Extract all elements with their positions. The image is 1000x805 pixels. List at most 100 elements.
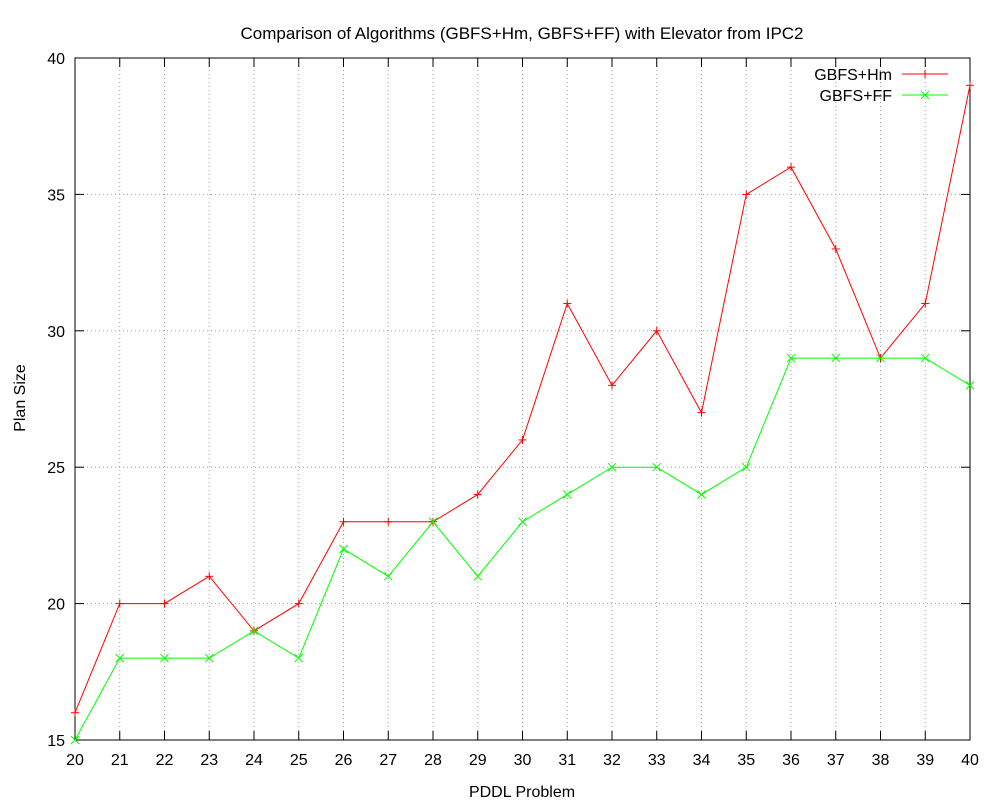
data-point-gbfs-ff-stroke	[204, 653, 214, 663]
data-point-gbfs-hm	[71, 708, 79, 717]
legend-marker-stroke	[920, 90, 930, 100]
x-tick-label: 30	[514, 752, 532, 769]
chart-title: Comparison of Algorithms (GBFS+Hm, GBFS+…	[240, 24, 803, 43]
x-tick-label: 27	[379, 752, 397, 769]
data-point-gbfs-ff	[70, 735, 80, 745]
data-point-gbfs-ff	[965, 381, 975, 390]
data-point-gbfs-ff	[652, 462, 662, 472]
data-point-gbfs-hm	[742, 190, 751, 199]
x-tick-label: 24	[245, 752, 263, 769]
data-point-gbfs-hm	[205, 572, 214, 581]
data-point-gbfs-ff-stroke	[294, 653, 304, 663]
series-group	[70, 81, 975, 745]
x-tick-label: 32	[603, 752, 621, 769]
x-tick-label: 34	[693, 752, 711, 769]
data-point-gbfs-ff	[428, 517, 438, 527]
legend-entry-gbfs-ff: GBFS+FF	[820, 88, 948, 105]
legend-marker	[920, 90, 930, 100]
data-point-gbfs-hm	[339, 517, 348, 526]
data-point-gbfs-ff	[607, 462, 617, 472]
series-gbfs-ff	[70, 353, 975, 745]
data-point-gbfs-hm	[921, 299, 930, 308]
data-point-gbfs-hm	[652, 326, 661, 335]
data-point-gbfs-hm	[115, 599, 124, 608]
data-point-gbfs-ff-stroke	[562, 490, 572, 499]
x-tick-label: 39	[916, 752, 934, 769]
y-tick-label: 40	[47, 51, 65, 68]
data-point-gbfs-ff-stroke	[831, 353, 841, 363]
data-point-gbfs-ff	[920, 353, 930, 363]
x-tick-label: 29	[469, 752, 487, 769]
data-point-gbfs-ff	[786, 353, 796, 363]
legend-label: GBFS+Hm	[814, 67, 892, 84]
data-point-gbfs-ff	[741, 462, 751, 472]
data-point-gbfs-ff-stroke	[249, 626, 259, 636]
x-tick-label: 40	[961, 752, 979, 769]
data-point-gbfs-ff	[383, 571, 393, 581]
data-point-gbfs-ff-stroke	[786, 353, 796, 363]
y-tick-label: 35	[47, 187, 65, 204]
x-tick-label: 25	[290, 752, 308, 769]
data-point-gbfs-ff	[294, 653, 304, 663]
data-point-gbfs-ff-stroke	[607, 462, 617, 472]
data-point-gbfs-ff	[204, 653, 214, 663]
data-point-gbfs-ff	[339, 544, 348, 554]
data-point-gbfs-hm	[966, 81, 974, 90]
data-point-gbfs-hm	[160, 599, 169, 608]
data-point-gbfs-hm	[787, 163, 795, 172]
data-point-gbfs-ff-stroke	[876, 353, 885, 363]
grid-lines	[75, 58, 970, 740]
data-point-gbfs-ff	[876, 353, 885, 363]
x-axis-label: PDDL Problem	[469, 784, 575, 800]
data-point-gbfs-hm	[697, 408, 706, 417]
data-point-gbfs-ff-stroke	[920, 353, 930, 363]
x-tick-label: 21	[111, 752, 129, 769]
data-point-gbfs-ff-stroke	[428, 517, 438, 527]
data-point-gbfs-hm	[384, 517, 393, 526]
x-tick-label: 28	[424, 752, 442, 769]
data-point-gbfs-ff-stroke	[160, 653, 169, 663]
legend-label: GBFS+FF	[820, 88, 893, 105]
data-point-gbfs-ff-stroke	[473, 571, 483, 581]
data-point-gbfs-ff-stroke	[339, 544, 348, 554]
data-point-gbfs-ff-stroke	[383, 571, 393, 581]
data-point-gbfs-hm	[608, 381, 616, 390]
data-point-gbfs-hm	[563, 299, 572, 308]
data-point-gbfs-ff	[115, 653, 125, 663]
data-point-gbfs-hm	[831, 244, 840, 253]
x-tick-label: 20	[66, 752, 84, 769]
data-point-gbfs-ff-stroke	[741, 462, 751, 472]
data-point-gbfs-ff	[831, 353, 841, 363]
legend-marker	[921, 70, 929, 78]
x-tick-label: 35	[737, 752, 755, 769]
data-point-gbfs-hm	[518, 435, 527, 444]
x-tick-label: 23	[200, 752, 218, 769]
y-tick-label: 25	[47, 460, 65, 477]
x-tick-label: 37	[827, 752, 845, 769]
x-tick-label: 26	[335, 752, 353, 769]
data-point-gbfs-ff-stroke	[652, 462, 662, 472]
data-point-gbfs-ff	[518, 517, 527, 527]
data-point-gbfs-ff-stroke	[965, 381, 975, 390]
y-axis-ticks: 15 20 25 30 35 40	[47, 51, 970, 750]
x-tick-label: 22	[156, 752, 174, 769]
x-tick-label: 33	[648, 752, 666, 769]
legend-entry-gbfs-hm: GBFS+Hm	[814, 67, 948, 84]
y-tick-label: 20	[47, 597, 65, 614]
y-axis-label: Plan Size	[12, 364, 29, 432]
data-point-gbfs-ff-stroke	[70, 735, 80, 745]
y-tick-label: 30	[47, 324, 65, 341]
x-tick-label: 36	[782, 752, 800, 769]
data-point-gbfs-ff	[160, 653, 169, 663]
x-tick-label: 31	[558, 752, 576, 769]
x-tick-label: 38	[872, 752, 890, 769]
data-point-gbfs-ff-stroke	[697, 490, 706, 499]
data-point-gbfs-ff	[562, 490, 572, 499]
y-tick-label: 15	[47, 733, 65, 750]
x-axis-ticks: 20 21 22 23 24 25 26 27 28 29 30 31 32 33 34 35 36 37 38 39…	[66, 58, 979, 769]
data-point-gbfs-ff	[249, 626, 259, 636]
data-point-gbfs-ff-stroke	[518, 517, 527, 527]
data-point-gbfs-ff	[473, 571, 483, 581]
data-point-gbfs-ff-stroke	[115, 653, 125, 663]
